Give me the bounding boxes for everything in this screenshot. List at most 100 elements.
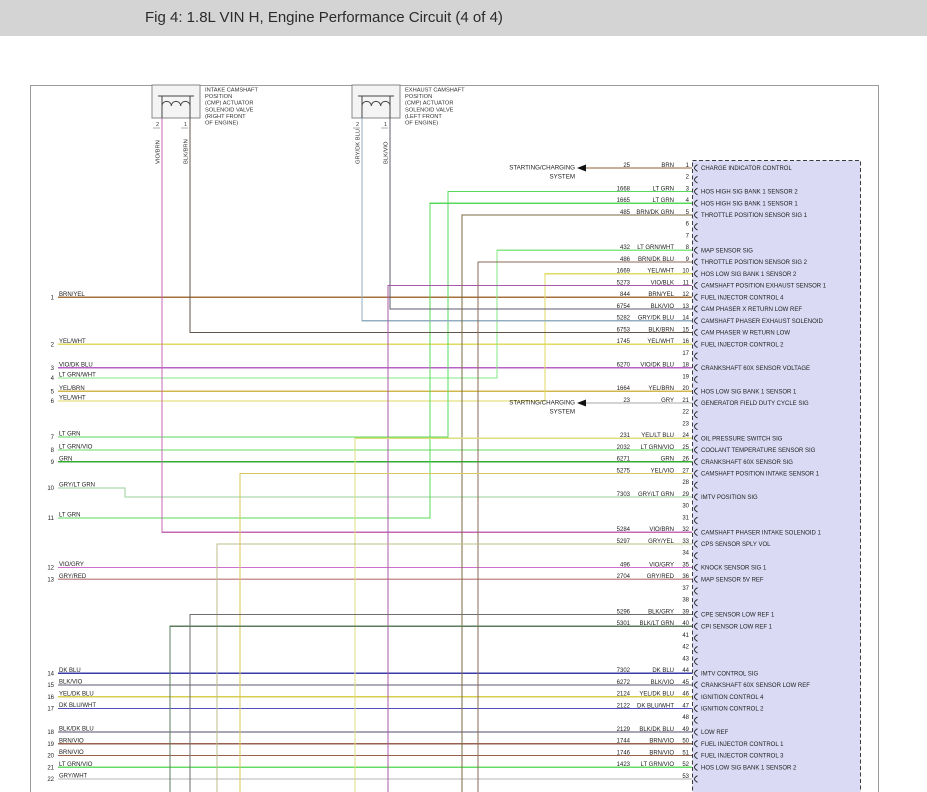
offpage-ref-label: SYSTEM	[550, 174, 575, 181]
pin-function-label: FUEL INJECTOR CONTROL 3	[701, 754, 784, 760]
left-wire-color: YEL/BRN	[59, 386, 85, 392]
pin-circuit-number: 5284	[617, 527, 631, 533]
pin-socket-icon	[694, 375, 698, 384]
left-wire-color: YEL/DK BLU	[59, 691, 94, 697]
pin-function-label: IMTV CONTROL SIG	[701, 671, 758, 677]
pin-wire-color: YEL/WHT	[647, 269, 674, 275]
left-wire-number: 9	[51, 460, 55, 466]
left-wire-number: 14	[47, 671, 54, 677]
pin-wire-color: BRN/VIO	[649, 739, 674, 745]
solenoid-pin-number: 2	[356, 122, 359, 128]
pin-function-label: CAMSHAFT PHASER EXHAUST SOLENOID	[701, 319, 823, 325]
left-wire-number: 5	[51, 389, 55, 395]
left-wire-color: GRY/RED	[59, 574, 87, 580]
pin-wire-color: LT GRN/VIO	[641, 762, 675, 768]
left-wire-color: YEL/WHT	[59, 396, 86, 402]
pcm-connector-block	[692, 160, 861, 792]
pin-circuit-number: 7302	[617, 668, 631, 674]
pin-socket-icon	[694, 622, 698, 630]
pin-number: 7	[686, 233, 690, 239]
pin-number: 27	[682, 468, 689, 474]
solenoid-pin-number: 1	[384, 122, 387, 128]
pin-socket-icon	[694, 634, 698, 642]
pin-number: 30	[682, 504, 689, 510]
pin-circuit-number: 6754	[617, 304, 631, 310]
pin-socket-icon	[694, 422, 698, 431]
pin-circuit-number: 1745	[617, 339, 631, 345]
pin-wire-color: YEL/VIO	[651, 468, 675, 474]
left-wire-color: YEL/WHT	[59, 339, 86, 345]
left-wire-color: GRY/LT GRN	[59, 483, 95, 489]
offpage-ref-label: SYSTEM	[550, 409, 575, 416]
pin-socket-icon	[694, 176, 698, 184]
pin-function-label: CAMSHAFT POSITION EXHAUST SENSOR 1	[701, 284, 827, 290]
pin-function-label: CHARGE INDICATOR CONTROL	[701, 166, 792, 172]
pin-function-label: FUEL INJECTOR CONTROL 2	[701, 342, 784, 348]
pin-number: 25	[682, 445, 689, 451]
pin-number: 49	[682, 727, 689, 733]
solenoid-coil-winding	[161, 100, 191, 107]
pin-number: 5	[686, 210, 690, 216]
pin-wire-color: LT GRN/VIO	[641, 445, 675, 451]
pin-socket-icon	[694, 469, 698, 478]
pin-circuit-number: 231	[620, 433, 631, 439]
pin-circuit-number: 1665	[617, 198, 631, 204]
exhaust-cmp-solenoid-label-line: (CMP) ACTUATOR	[405, 101, 453, 107]
pin-wire-color: BRN/DK GRN	[636, 210, 674, 216]
intake-cmp-solenoid-label-line: SOLENOID VALVE	[205, 107, 254, 113]
pin-circuit-number: 6271	[617, 457, 631, 463]
pin-number: 35	[682, 562, 689, 568]
pin-circuit-number: 6272	[617, 680, 631, 686]
pin-function-label: HOS LOW SIG BANK 1 SENSOR 2	[701, 765, 797, 771]
pin-circuit-number: 5273	[617, 280, 631, 286]
pin-circuit-number: 2129	[617, 727, 631, 733]
pin-number: 14	[682, 316, 689, 322]
pin-function-label: OIL PRESSURE SWITCH SIG	[701, 436, 783, 442]
pin-function-label: CRANKSHAFT 60X SENSOR VOLTAGE	[701, 366, 810, 372]
wire-gry-dk-blu	[361, 118, 692, 322]
pin-socket-icon	[694, 387, 698, 395]
pin-number: 11	[683, 280, 690, 286]
pin-number: 10	[682, 269, 689, 275]
pin-wire-color: BRN/DK BLU	[638, 257, 674, 263]
solenoid-wire-color-label: GRY/DK BLU	[356, 129, 362, 164]
pin-number: 51	[682, 750, 689, 756]
pin-socket-icon	[694, 657, 698, 666]
pin-number: 47	[682, 703, 689, 709]
pin-wire-color: GRY/LT GRN	[638, 492, 674, 498]
left-wire-color: VIO/GRY	[59, 562, 84, 568]
pin-circuit-number: 6753	[617, 327, 631, 333]
left-wire-number: 18	[47, 730, 54, 736]
left-wire-color: GRY/WHT	[59, 774, 88, 780]
pin-circuit-number: 2032	[617, 445, 631, 451]
pin-number: 37	[682, 586, 689, 592]
pin-function-label: MAP SENSOR 5V REF	[701, 577, 764, 583]
intake-cmp-solenoid-label-line: INTAKE CAMSHAFT	[205, 88, 259, 94]
exhaust-cmp-solenoid-label-line: (LEFT FRONT	[405, 114, 442, 120]
left-wire-color: BRN/YEL	[59, 292, 85, 298]
pin-socket-icon	[694, 399, 698, 407]
wire-vio-brn	[161, 118, 692, 533]
pin-number: 21	[682, 398, 689, 404]
pin-socket-icon	[694, 505, 698, 513]
left-wire-color: LT GRN/WHT	[59, 373, 96, 379]
pin-socket-icon	[694, 646, 698, 654]
offpage-ref-label: STARTING/CHARGING	[509, 165, 575, 172]
left-wire-color: DK BLU/WHT	[59, 703, 96, 709]
pin-circuit-number: 1746	[617, 750, 631, 756]
pin-wire-color: LT GRN	[653, 198, 674, 204]
left-wire-color: LT GRN	[59, 513, 80, 519]
exhaust-cmp-solenoid-label-line: EXHAUST CAMSHAFT	[405, 88, 465, 94]
pin-number: 28	[682, 480, 689, 486]
pin-wire-color: VIO/DK BLU	[640, 363, 674, 369]
solenoid-wire-color-label: VIO/BRN	[156, 140, 162, 164]
pin-function-label: IMTV POSITION SIG	[701, 495, 758, 501]
pin-number: 9	[686, 257, 690, 263]
wire-yel-wht	[58, 273, 692, 402]
pin-number: 18	[682, 363, 689, 369]
pin-function-label: CPS SENSOR SPLY VOL	[701, 542, 771, 548]
solenoid-wire-color-label: BLK/BRN	[184, 139, 190, 164]
pin-number: 19	[682, 374, 689, 380]
pin-number: 29	[682, 492, 689, 498]
pin-function-label: THROTTLE POSITION SENSOR SIG 2	[701, 260, 808, 266]
